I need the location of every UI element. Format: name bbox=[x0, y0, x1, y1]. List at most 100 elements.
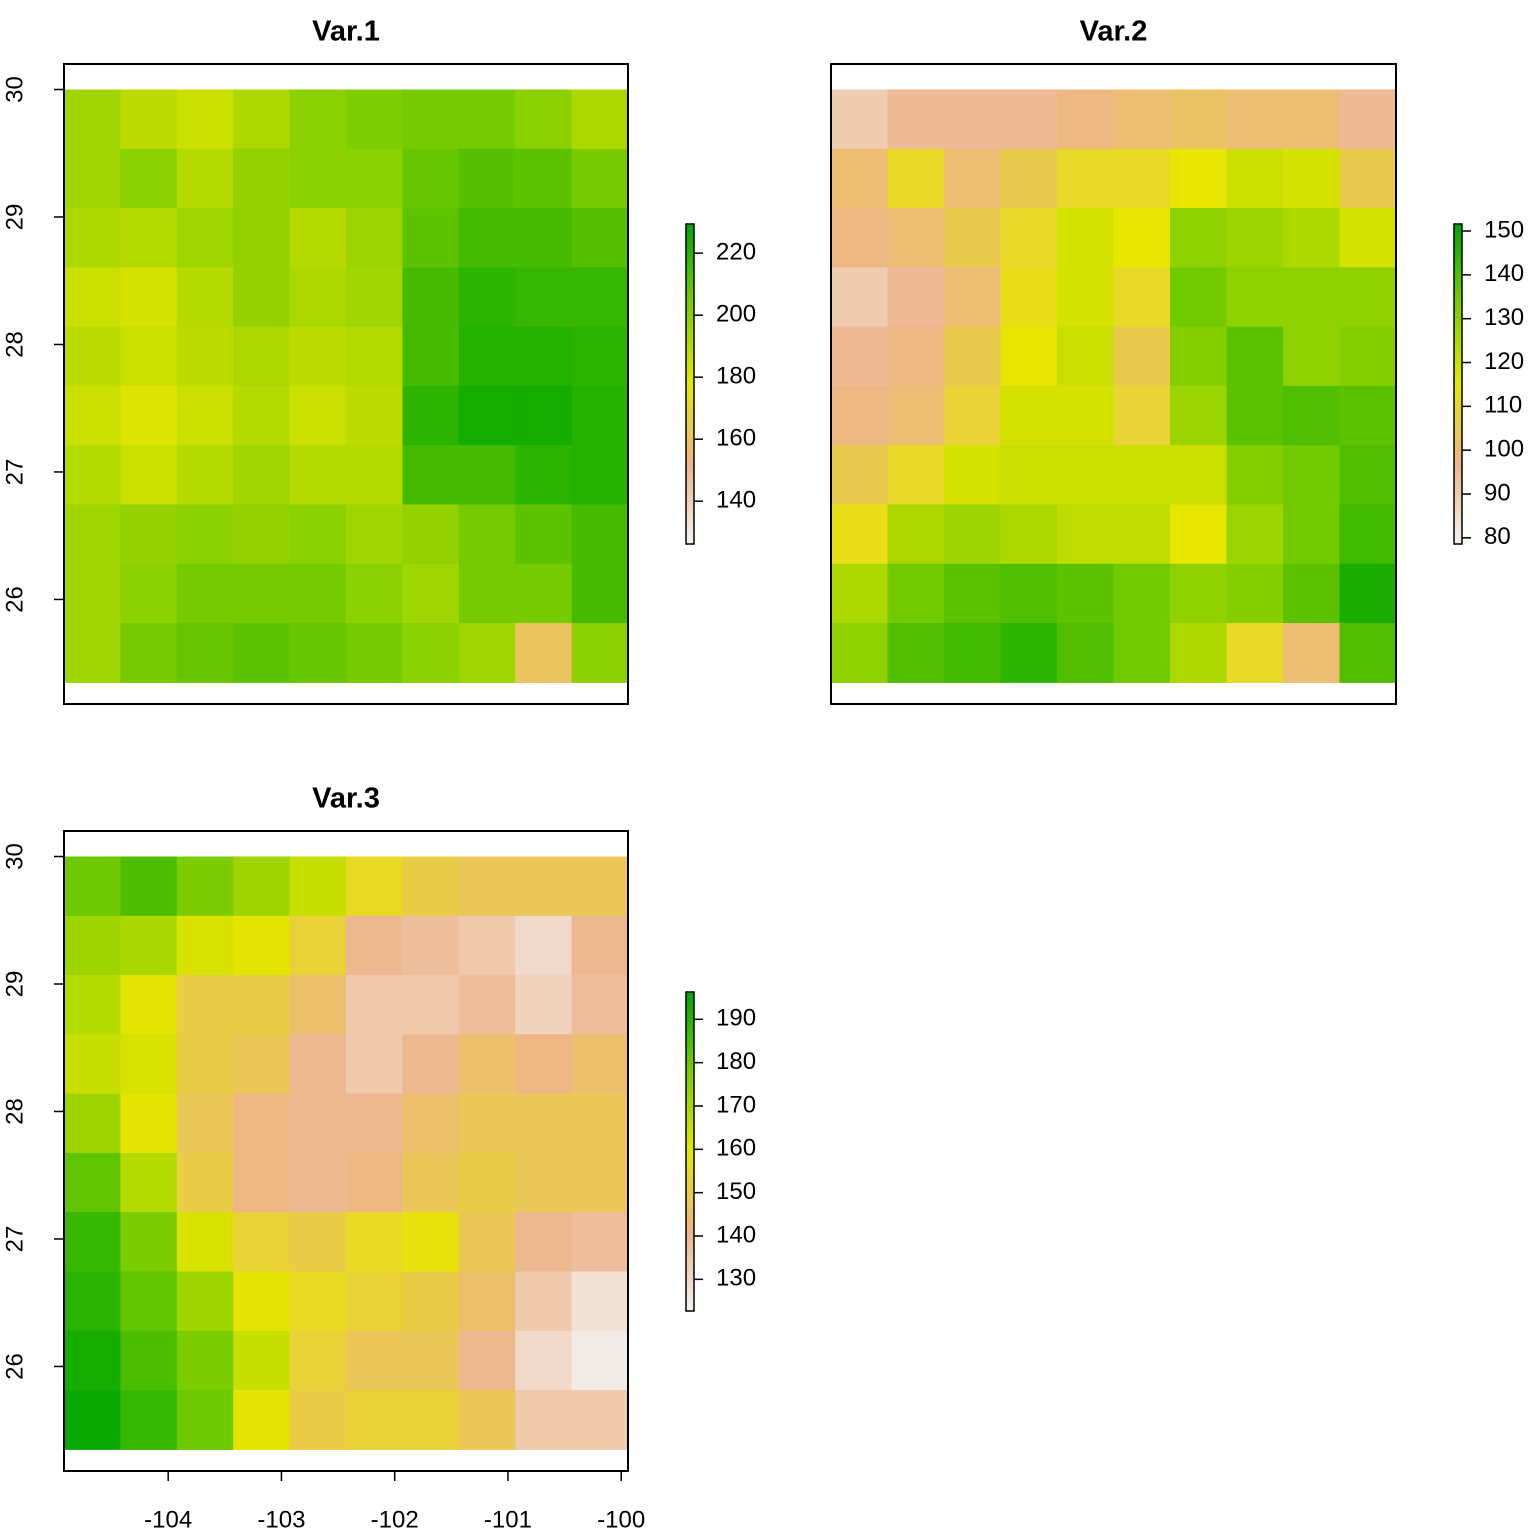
cell bbox=[458, 267, 516, 328]
cell bbox=[571, 1152, 629, 1213]
cell bbox=[571, 1271, 629, 1332]
cell bbox=[120, 208, 178, 268]
cell bbox=[571, 504, 629, 565]
cell bbox=[176, 975, 234, 1035]
cell bbox=[1339, 208, 1397, 268]
cell bbox=[402, 975, 460, 1035]
cell bbox=[944, 385, 1002, 446]
cell bbox=[1170, 504, 1228, 565]
cell bbox=[571, 856, 629, 917]
cell bbox=[402, 385, 460, 446]
cell bbox=[887, 563, 945, 624]
cell bbox=[233, 1093, 291, 1154]
cell bbox=[289, 1330, 347, 1391]
cell bbox=[1000, 445, 1058, 506]
cell bbox=[346, 504, 403, 565]
cell bbox=[346, 623, 403, 683]
y-tick-label: 26 bbox=[1, 1353, 28, 1380]
cell bbox=[1283, 504, 1341, 565]
cell bbox=[64, 1093, 121, 1154]
cell bbox=[515, 445, 573, 506]
cell bbox=[458, 623, 516, 683]
cell bbox=[1000, 385, 1058, 446]
cell bbox=[289, 1212, 347, 1273]
cell bbox=[64, 385, 121, 446]
cell bbox=[1170, 326, 1228, 387]
cell bbox=[1000, 89, 1058, 150]
cell bbox=[402, 208, 460, 268]
colorbar bbox=[685, 223, 695, 545]
cell bbox=[289, 445, 347, 506]
cell bbox=[346, 326, 403, 387]
cell bbox=[1339, 326, 1397, 387]
cell bbox=[233, 915, 291, 976]
cell bbox=[944, 89, 1002, 150]
cell bbox=[1113, 385, 1171, 446]
cell bbox=[1113, 148, 1171, 209]
cell bbox=[233, 563, 291, 624]
cell bbox=[1226, 385, 1284, 446]
cell bbox=[346, 915, 403, 976]
colorbar-tick-label: 200 bbox=[716, 301, 756, 328]
colorbar-tick-label: 180 bbox=[716, 1048, 756, 1075]
cell bbox=[346, 1152, 403, 1213]
cell bbox=[64, 326, 121, 387]
cell bbox=[346, 148, 403, 209]
cell bbox=[571, 975, 629, 1035]
cell bbox=[1339, 148, 1397, 209]
panel-title: Var.3 bbox=[312, 783, 380, 815]
cell bbox=[1226, 326, 1284, 387]
cell bbox=[1170, 385, 1228, 446]
cell bbox=[120, 623, 178, 683]
cell bbox=[120, 267, 178, 328]
cell bbox=[1283, 385, 1341, 446]
cell bbox=[346, 856, 403, 917]
cell bbox=[346, 1034, 403, 1095]
x-tick-label: -103 bbox=[257, 1506, 305, 1533]
cell bbox=[233, 1034, 291, 1095]
cell bbox=[402, 504, 460, 565]
cell bbox=[64, 623, 121, 683]
cell bbox=[289, 1034, 347, 1095]
cell bbox=[515, 1330, 573, 1391]
cell bbox=[402, 148, 460, 209]
panel-title: Var.1 bbox=[312, 16, 380, 48]
cell bbox=[515, 856, 573, 917]
cell bbox=[458, 1271, 516, 1332]
cell bbox=[1057, 267, 1115, 328]
cell bbox=[64, 1034, 121, 1095]
cell bbox=[64, 267, 121, 328]
cell bbox=[887, 445, 945, 506]
cell bbox=[571, 267, 629, 328]
cell bbox=[346, 1330, 403, 1391]
colorbar-tick-label: 160 bbox=[716, 1135, 756, 1162]
cell bbox=[1283, 445, 1341, 506]
cell bbox=[515, 208, 573, 268]
cell bbox=[233, 385, 291, 446]
cell bbox=[831, 623, 889, 683]
cell bbox=[346, 563, 403, 624]
cell bbox=[1226, 148, 1284, 209]
cell bbox=[120, 1093, 178, 1154]
cell bbox=[887, 89, 945, 150]
cell bbox=[1113, 267, 1171, 328]
cell bbox=[831, 385, 889, 446]
cell bbox=[1170, 89, 1228, 150]
cell bbox=[120, 504, 178, 565]
cell bbox=[515, 975, 573, 1035]
cell bbox=[887, 148, 945, 209]
cell bbox=[944, 267, 1002, 328]
cell bbox=[64, 1212, 121, 1273]
cell bbox=[458, 445, 516, 506]
cell bbox=[1057, 563, 1115, 624]
cell bbox=[1057, 385, 1115, 446]
y-tick-label: 28 bbox=[1, 331, 28, 358]
cell bbox=[458, 1330, 516, 1391]
cell bbox=[64, 856, 121, 917]
cell bbox=[289, 267, 347, 328]
cell bbox=[831, 208, 889, 268]
cell bbox=[1170, 445, 1228, 506]
cell bbox=[233, 1390, 291, 1450]
cell bbox=[571, 1093, 629, 1154]
